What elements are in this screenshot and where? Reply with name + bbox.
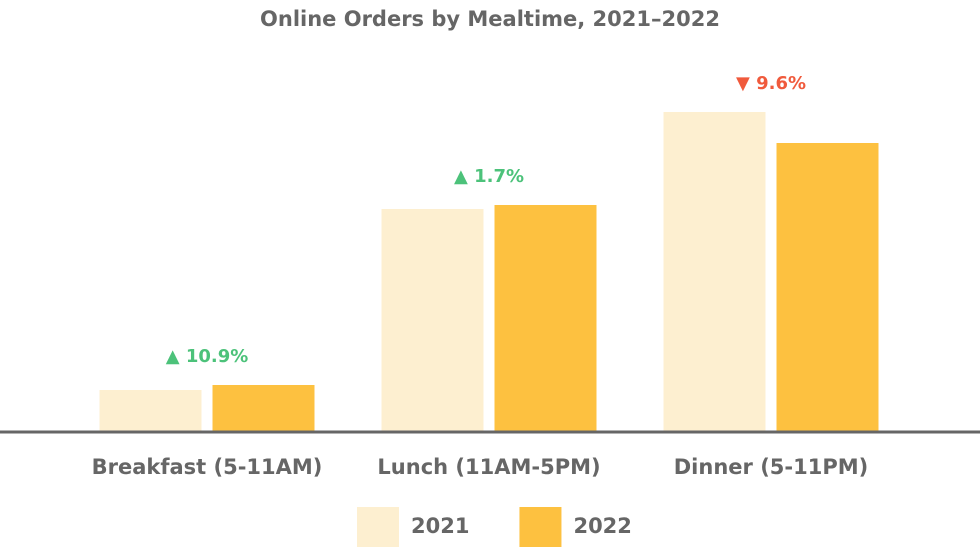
change-label: ▲ 1.7% [454, 166, 524, 187]
change-label: ▼ 9.6% [736, 73, 806, 94]
bar [212, 385, 315, 432]
bar [99, 390, 202, 432]
x-tick-label: Dinner (5-11PM) [674, 455, 868, 479]
legend-label: 2021 [411, 514, 469, 538]
bar [663, 112, 766, 432]
chart-title: Online Orders by Mealtime, 2021–2022 [260, 7, 720, 31]
change-label: ▲ 10.9% [166, 346, 249, 367]
x-tick-label: Breakfast (5-11AM) [92, 455, 323, 479]
legend-swatch [519, 507, 562, 547]
x-tick-label: Lunch (11AM-5PM) [377, 455, 600, 479]
bar [776, 143, 879, 432]
legend-label: 2022 [573, 514, 631, 538]
bar [494, 205, 597, 432]
bar [381, 209, 484, 432]
legend-swatch [357, 507, 399, 547]
